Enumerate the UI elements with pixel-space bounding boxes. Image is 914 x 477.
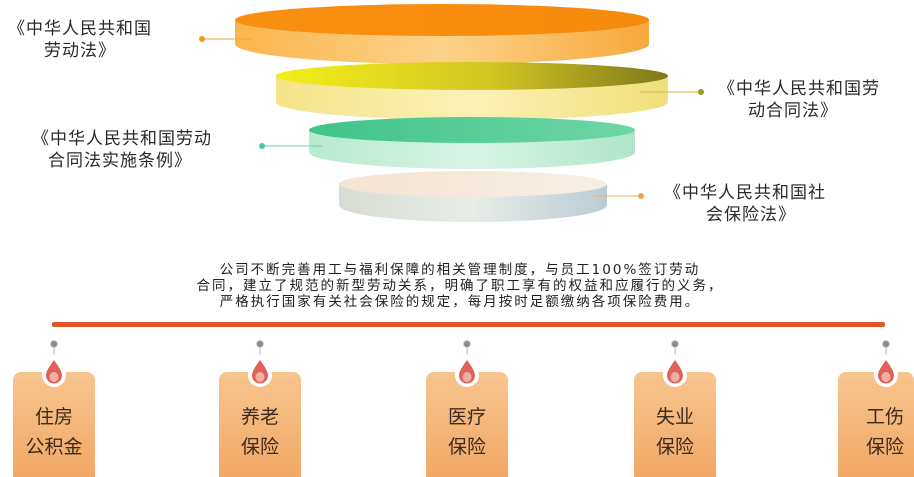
summary-line: 严格执行国家有关社会保险的规定，每月按时足额缴纳各项保险费用。 [219,294,701,310]
benefit-name-line: 保险 [447,436,486,458]
benefit-name-line: 保险 [240,436,279,458]
drop-icon [663,354,687,387]
funnel-layer-2 [276,62,668,120]
law-label-line: 劳动法》 [44,41,116,61]
law-label-line: 《中华人民共和国劳 [718,79,880,99]
benefit-card-body [838,372,914,477]
benefit-name-line: 公积金 [25,436,83,458]
funnel-layer-4 [339,171,607,222]
benefit-name-line: 住房 [34,406,73,428]
benefit-card-body [634,372,716,477]
benefit-card-work-injury: 工伤 保险 [832,340,914,477]
connector-3 [259,143,322,149]
benefit-card-medical: 医疗 保险 [426,340,508,477]
benefit-name-line: 保险 [865,436,904,458]
law-funnel-diagram [199,4,704,222]
pin-stem [53,347,55,357]
benefit-card-unemployment: 失业 保险 [634,340,716,477]
connector-1 [199,36,252,42]
law-label-line: 会保险法》 [706,205,796,225]
benefit-name-line: 工伤 [865,406,904,428]
law-label-contract-regulations: 《中华人民共和国劳动 合同法实施条例》 [32,128,212,172]
law-label-labor-contract-law: 《中华人民共和国劳 动合同法》 [718,78,880,122]
benefit-card-body [13,372,95,477]
summary-line: 公司不断完善用工与福利保障的相关管理制度，与员工100%签订劳动 [219,262,701,278]
pin-stem [885,347,887,357]
law-label-line: 合同法实施条例》 [48,151,192,171]
drop-icon [42,354,66,387]
law-label-social-insurance-law: 《中华人民共和国社 会保险法》 [664,182,826,226]
benefit-card-pension: 养老 保险 [219,340,301,477]
pin-stem [259,347,261,357]
pin-stem [466,347,468,357]
benefit-card-housing-fund: 住房 公积金 [13,340,95,477]
benefit-name-line: 医疗 [447,406,486,428]
summary-line: 合同，建立了规范的新型劳动关系，明确了职工享有的权益和应履行的义务， [196,278,724,294]
drop-icon [248,354,272,387]
law-label-line: 《中华人民共和国社 [664,183,826,203]
connector-4 [592,193,644,199]
benefit-card-body [219,372,301,477]
benefit-name-line: 保险 [655,436,694,458]
summary-paragraph: 公司不断完善用工与福利保障的相关管理制度，与员工100%签订劳动 合同，建立了规… [100,262,820,310]
connector-2 [640,89,704,95]
law-label-line: 动合同法》 [748,101,838,121]
benefit-name-line: 养老 [240,406,279,428]
timeline-bar [52,322,885,327]
drop-icon [874,354,898,387]
funnel-layer-3 [309,117,635,169]
law-label-line: 《中华人民共和国劳动 [32,129,212,149]
drop-icon [455,354,479,387]
law-label-labor-law: 《中华人民共和国 劳动法》 [8,18,152,62]
benefit-name-line: 失业 [655,406,694,428]
funnel-layer-1 [235,4,649,64]
law-label-line: 《中华人民共和国 [8,19,152,39]
benefit-card-body [426,372,508,477]
pin-stem [674,347,676,357]
